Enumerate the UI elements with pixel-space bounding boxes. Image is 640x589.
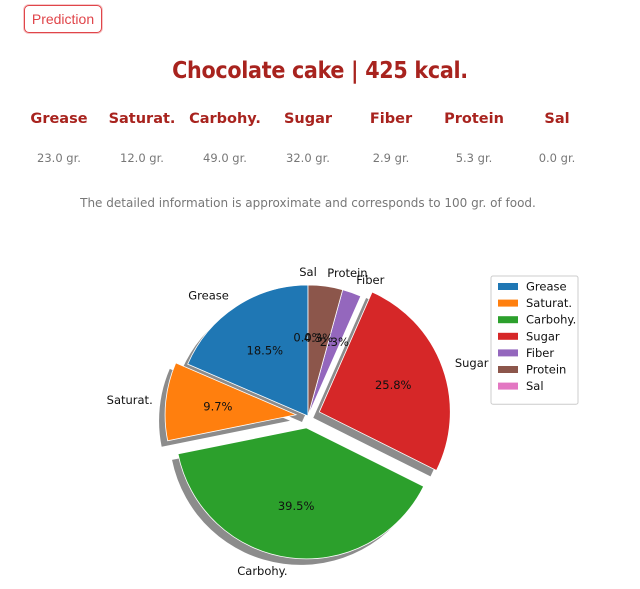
pie-label-fiber: Fiber — [356, 273, 384, 287]
pie-percent-grease: 18.5% — [247, 343, 284, 357]
nutrient-header-sal: Sal — [544, 111, 570, 127]
pie-percent-fiber: 2.3% — [320, 335, 349, 349]
prediction-button[interactable]: Prediction — [24, 5, 102, 33]
legend-entry-grease: Grease — [526, 280, 567, 294]
pie-label-carbohy: Carbohy. — [237, 564, 287, 578]
legend-swatch-grease — [498, 283, 518, 290]
page-title: Chocolate cake | 425 kcal. — [172, 58, 468, 84]
nutrient-value-fiber: 2.9 gr. — [372, 151, 410, 165]
pie-percent-saturat: 9.7% — [203, 400, 232, 414]
pie-percent-carbohy: 39.5% — [278, 499, 315, 513]
nutrient-value-sugar: 32.0 gr. — [286, 151, 330, 165]
nutrient-header-protein: Protein — [444, 111, 504, 127]
legend-swatch-saturat — [498, 299, 518, 307]
legend-swatch-protein — [498, 366, 518, 373]
pie-labels: Grease 18.5% Saturat. 9.7% Carbohy. 39.5% Suga… — [107, 265, 489, 578]
nutrient-value-protein: 5.3 gr. — [455, 151, 493, 165]
pie-slice-sugar — [318, 291, 451, 471]
pie-percent-sal: 0.0% — [293, 330, 322, 344]
pie-slice-grease — [187, 284, 309, 417]
pie-percent-sugar: 25.8% — [375, 378, 412, 392]
nutrient-header-sugar: Sugar — [283, 111, 333, 127]
nutrient-header-carbohy: Carbohy. — [189, 111, 261, 127]
nutrient-header-fiber: Fiber — [369, 111, 413, 127]
nutrient-header-saturat: Saturat. — [108, 111, 176, 127]
nutrient-value-carbohy: 49.0 gr. — [203, 151, 247, 165]
disclaimer-note: The detailed information is approximate … — [80, 196, 536, 210]
pie-label-sal: Sal — [299, 265, 317, 279]
pie-slice-saturat — [164, 362, 298, 442]
pie-label-grease: Grease — [188, 289, 229, 303]
legend-entry-fiber: Fiber — [526, 346, 554, 360]
pie-label-protein: Protein — [327, 266, 367, 280]
legend-entry-sugar: Sugar — [526, 329, 560, 343]
pie-slice-protein — [307, 284, 344, 417]
legend-swatch-fiber — [498, 349, 518, 357]
pie-slice-carbohy — [177, 427, 425, 560]
chart-legend: Grease Saturat. Carbohy. Sugar Fiber Protein S… — [490, 275, 579, 405]
pie-wedges — [164, 284, 451, 560]
nutrient-value-grease: 23.0 gr. — [37, 151, 81, 165]
legend-entry-protein: Protein — [526, 363, 566, 377]
legend-swatch-sal — [498, 382, 518, 390]
legend-entry-carbohy: Carbohy. — [526, 313, 576, 327]
legend-entry-sal: Sal — [526, 379, 544, 393]
legend-entry-saturat: Saturat. — [526, 296, 572, 310]
legend-swatch-sugar — [498, 332, 518, 340]
pie-label-saturat: Saturat. — [107, 393, 153, 407]
nutrient-header-grease: Grease — [30, 111, 88, 127]
nutrient-value-saturat: 12.0 gr. — [120, 151, 164, 165]
pie-label-sugar: Sugar — [455, 356, 489, 370]
pie-percent-protein: 4.3% — [304, 331, 333, 345]
nutrient-value-sal: 0.0 gr. — [538, 151, 576, 165]
legend-swatch-carbohy — [498, 316, 518, 324]
